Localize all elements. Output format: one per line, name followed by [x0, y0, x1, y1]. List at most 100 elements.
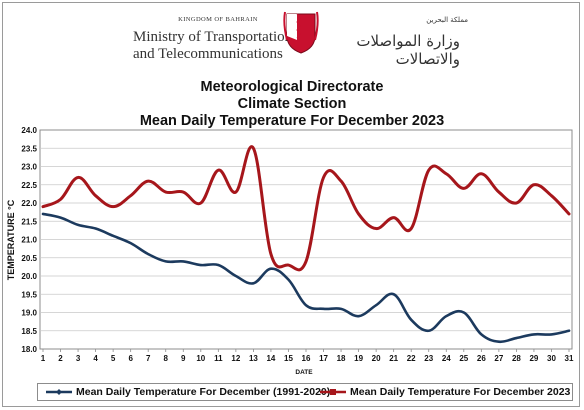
ministry-name-line2: and Telecommunications	[133, 46, 283, 62]
point-1991-2020-day-31	[568, 329, 570, 332]
point-1991-2020-day-23	[427, 329, 430, 332]
point-2023-day-12	[235, 191, 237, 193]
legend-label-1991-2020: Mean Daily Temperature For December (199…	[76, 386, 331, 398]
point-1991-2020-day-12	[235, 275, 237, 277]
x-tick-label: 26	[477, 354, 486, 363]
y-tick-label: 19.5	[21, 290, 37, 299]
point-1991-2020-day-30	[550, 333, 553, 336]
ministry-name-line1: Ministry of Transportation	[133, 29, 293, 45]
x-tick-label: 6	[128, 354, 133, 363]
point-1991-2020-day-5	[112, 235, 114, 237]
x-tick-label: 20	[372, 354, 381, 363]
x-tick-label: 12	[231, 354, 240, 363]
point-2023-day-11	[217, 169, 220, 171]
point-1991-2020-day-28	[515, 337, 518, 339]
y-tick-label: 22.0	[21, 199, 37, 208]
point-1991-2020-day-27	[498, 340, 500, 343]
point-2023-day-4	[94, 194, 97, 197]
point-2023-day-16	[305, 260, 307, 263]
point-1991-2020-day-8	[164, 260, 167, 263]
y-tick-label: 20.0	[21, 272, 37, 281]
arabic-kingdom-label: مملكة البحرين	[426, 16, 468, 24]
x-tick-label: 31	[565, 354, 574, 363]
point-2023-day-23	[427, 169, 430, 171]
point-1991-2020-day-25	[463, 311, 465, 314]
x-tick-label: 1	[41, 354, 46, 363]
point-1991-2020-day-29	[533, 333, 535, 336]
x-tick-label: 27	[494, 354, 503, 363]
legend-item-1991-2020: Mean Daily Temperature For December (199…	[46, 386, 330, 398]
y-tick-label: 18.5	[21, 327, 37, 336]
point-2023-day-10	[200, 202, 202, 204]
x-tick-labels: 1 2 3 4 5 6 7 8 9 10 11 12 13 14 15 16 17 18 19 20 21 22 23 24 2…	[41, 349, 574, 363]
header: KINGDOM OF BAHRAIN Ministry of Transport…	[0, 0, 584, 72]
x-tick-label: 4	[93, 354, 98, 363]
y-tick-labels: 18.0 18.5 19.0 19.5 20.0 20.5 21.0 21.5 22.0 22.5…	[21, 126, 37, 354]
point-2023-day-21	[392, 216, 395, 219]
x-tick-label: 16	[302, 354, 311, 363]
point-1991-2020-day-18	[340, 308, 342, 310]
point-1991-2020-day-14	[270, 267, 272, 270]
x-tick-label: 15	[284, 354, 293, 363]
legend-swatch-1991-2020	[46, 389, 72, 395]
grid-lines	[40, 147, 572, 332]
chart-title-line3: Mean Daily Temperature For December 2023	[139, 113, 445, 129]
y-tick-label: 21.5	[21, 217, 37, 226]
point-2023-day-5	[112, 205, 114, 208]
x-tick-label: 10	[196, 354, 205, 363]
point-1991-2020-day-26	[480, 333, 483, 336]
x-tick-label: 24	[442, 354, 451, 363]
point-2023-day-28	[515, 202, 518, 204]
x-axis-label: DATE	[295, 369, 313, 376]
point-2023-day-1	[42, 205, 44, 208]
point-2023-day-13	[252, 147, 255, 150]
x-tick-label: 14	[266, 354, 275, 363]
kingdom-label: KINGDOM OF BAHRAIN	[178, 16, 258, 23]
point-1991-2020-day-24	[445, 315, 448, 317]
point-2023-day-3	[77, 176, 79, 179]
point-2023-day-22	[410, 227, 413, 230]
point-2023-day-18	[340, 180, 342, 182]
figure-frame	[2, 2, 580, 407]
point-1991-2020-day-3	[77, 224, 79, 226]
point-2023-day-27	[498, 191, 500, 193]
y-axis-label: TEMPERATURE °C	[6, 199, 16, 280]
arabic-ministry-name: وزارة المواصلات والاتصالات	[356, 32, 460, 68]
y-tick-label: 23.0	[21, 163, 37, 172]
point-1991-2020-day-17	[322, 308, 325, 310]
point-1991-2020-day-1	[42, 213, 44, 215]
point-1991-2020-day-16	[305, 304, 307, 307]
point-1991-2020-day-13	[252, 282, 255, 285]
x-tick-label: 8	[164, 354, 169, 363]
point-1991-2020-day-2	[59, 216, 62, 219]
y-tick-label: 19.0	[21, 309, 37, 318]
x-tick-label: 21	[389, 354, 398, 363]
bahrain-emblem-icon	[283, 11, 319, 54]
point-2023-day-15	[287, 264, 290, 266]
point-2023-day-8	[164, 191, 167, 193]
point-2023-day-7	[147, 180, 149, 182]
x-tick-label: 23	[424, 354, 433, 363]
x-tick-label: 3	[76, 354, 81, 363]
x-tick-label: 5	[111, 354, 116, 363]
point-1991-2020-day-4	[94, 227, 97, 230]
x-tick-label: 9	[181, 354, 186, 363]
point-1991-2020-day-9	[182, 260, 185, 263]
y-tick-label: 24.0	[21, 126, 37, 135]
point-2023-day-9	[182, 191, 185, 193]
legend-item-2023: Mean Daily Temperature For December 2023	[320, 386, 570, 398]
point-2023-day-19	[357, 213, 360, 215]
point-2023-day-2	[59, 198, 62, 201]
x-tick-label: 25	[459, 354, 468, 363]
point-2023-day-6	[129, 194, 132, 197]
point-1991-2020-day-21	[392, 293, 395, 296]
x-tick-label: 13	[249, 354, 258, 363]
x-tick-label: 7	[146, 354, 151, 363]
y-tick-label: 21.0	[21, 236, 37, 245]
chart-title-line1: Meteorological Directorate	[200, 79, 384, 95]
y-tick-label: 22.5	[21, 181, 37, 190]
point-1991-2020-day-11	[217, 264, 220, 266]
point-2023-day-30	[550, 194, 553, 197]
point-2023-day-14	[270, 253, 272, 255]
